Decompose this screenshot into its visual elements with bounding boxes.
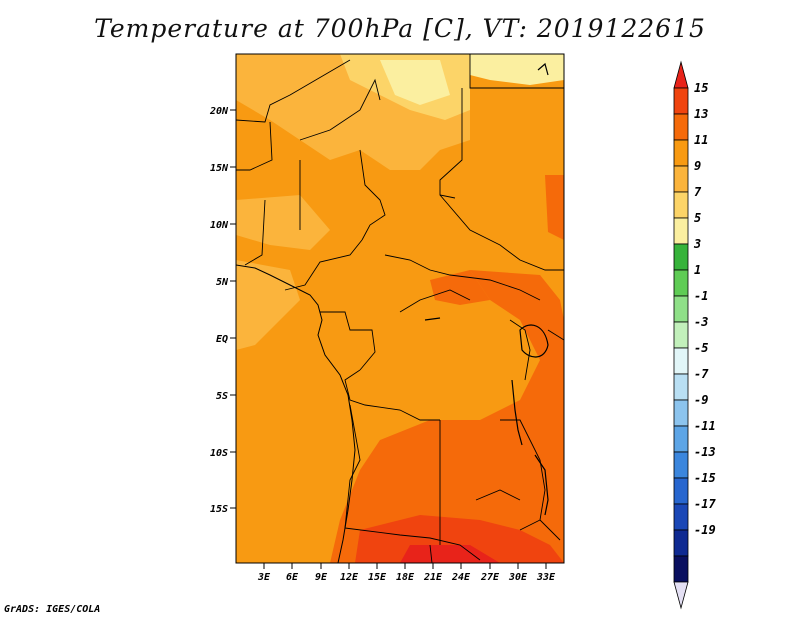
lat-axis: 20N 15N 10N 5N EQ 5S 10S 15S: [209, 106, 236, 515]
field-3-north: [380, 60, 450, 105]
lat-label: 5S: [216, 391, 228, 402]
colorbar-label: 7: [694, 185, 702, 199]
lon-label: 3E: [257, 572, 271, 583]
colorbar-label: -13: [694, 445, 716, 459]
field-15-south: [400, 545, 500, 563]
colorbar-label: -9: [694, 393, 708, 407]
colorbar-segment: [673, 425, 689, 453]
grads-credit: GrADS: IGES/COLA: [4, 604, 101, 615]
colorbar-label: -17: [694, 497, 716, 511]
colorbar-label: -19: [694, 523, 716, 537]
colorbar-segment: [673, 503, 689, 531]
colorbar-max-arrow: [673, 60, 689, 89]
lat-label: 10S: [210, 448, 228, 459]
colorbar-label: 5: [694, 211, 701, 225]
colorbar-segment: [673, 477, 689, 505]
colorbar-segment: [673, 243, 689, 271]
colorbar-label: 9: [694, 159, 701, 173]
lon-label: 30E: [508, 572, 528, 583]
map-title: Temperature at 700hPa [C], VT: 201912261…: [94, 14, 706, 43]
colorbar-segment: [673, 373, 689, 401]
colorbar-segment: [673, 347, 689, 375]
lat-label: EQ: [216, 334, 228, 345]
lon-label: 12E: [340, 572, 359, 583]
field-7-interior: [236, 195, 330, 250]
colorbar-label: 11: [694, 133, 708, 147]
lon-label: 6E: [286, 572, 299, 583]
colorbar-segment: [673, 139, 689, 167]
colorbar-label: -5: [694, 341, 708, 355]
field-11-southeast: [330, 270, 564, 563]
lon-label: 27E: [480, 572, 500, 583]
lon-axis: 3E 6E 9E 12E 15E 18E 21E 24E 27E 30E 33E: [257, 563, 556, 583]
colorbar-segment: [673, 191, 689, 219]
lon-label: 18E: [396, 572, 415, 583]
colorbar-label: 1: [694, 263, 701, 277]
lon-label: 21E: [423, 572, 443, 583]
lat-label: 15S: [210, 504, 228, 515]
colorbar-segment: [673, 217, 689, 245]
colorbar-segment: [673, 113, 689, 141]
lon-label: 9E: [315, 572, 328, 583]
lat-label: 20N: [209, 106, 229, 117]
colorbar-label: -3: [694, 315, 708, 329]
field-11-east: [545, 175, 564, 240]
lon-label: 24E: [451, 572, 471, 583]
colorbar-segment: [673, 165, 689, 193]
lat-label: 5N: [216, 277, 229, 288]
field-11-center: [430, 270, 490, 305]
colorbar-label: -1: [694, 289, 708, 303]
colorbar-label: 13: [694, 107, 708, 121]
coastline: [236, 264, 356, 563]
colorbar-segment: [673, 321, 689, 349]
lon-label: 33E: [536, 572, 556, 583]
map-frame: [235, 53, 565, 564]
country-borders: [236, 54, 564, 563]
colorbar-segment: [673, 555, 689, 583]
colorbar-label: 15: [694, 81, 708, 95]
colorbar-segment: [673, 399, 689, 427]
colorbar: [673, 60, 689, 610]
lat-label: 10N: [210, 220, 229, 231]
colorbar-min-arrow: [673, 581, 689, 610]
colorbar-segment: [673, 295, 689, 323]
colorbar-segment: [673, 87, 689, 115]
colorbar-segment: [673, 269, 689, 297]
lat-label: 15N: [210, 163, 229, 174]
temperature-field: [236, 54, 564, 563]
colorbar-segment: [673, 451, 689, 479]
colorbar-label: -15: [694, 471, 716, 485]
colorbar-label: 3: [693, 237, 701, 251]
field-3-northeast: [470, 54, 564, 85]
lakes: [424, 62, 549, 516]
lon-label: 15E: [368, 572, 387, 583]
colorbar-label: -7: [694, 367, 709, 381]
colorbar-segment: [673, 529, 689, 557]
colorbar-labels: 15 13 11 9 7 5 3 1 -1 -3 -5 -7 -9 -11 -13 -15 -17 -19: [693, 81, 716, 537]
colorbar-label: -11: [694, 419, 716, 433]
